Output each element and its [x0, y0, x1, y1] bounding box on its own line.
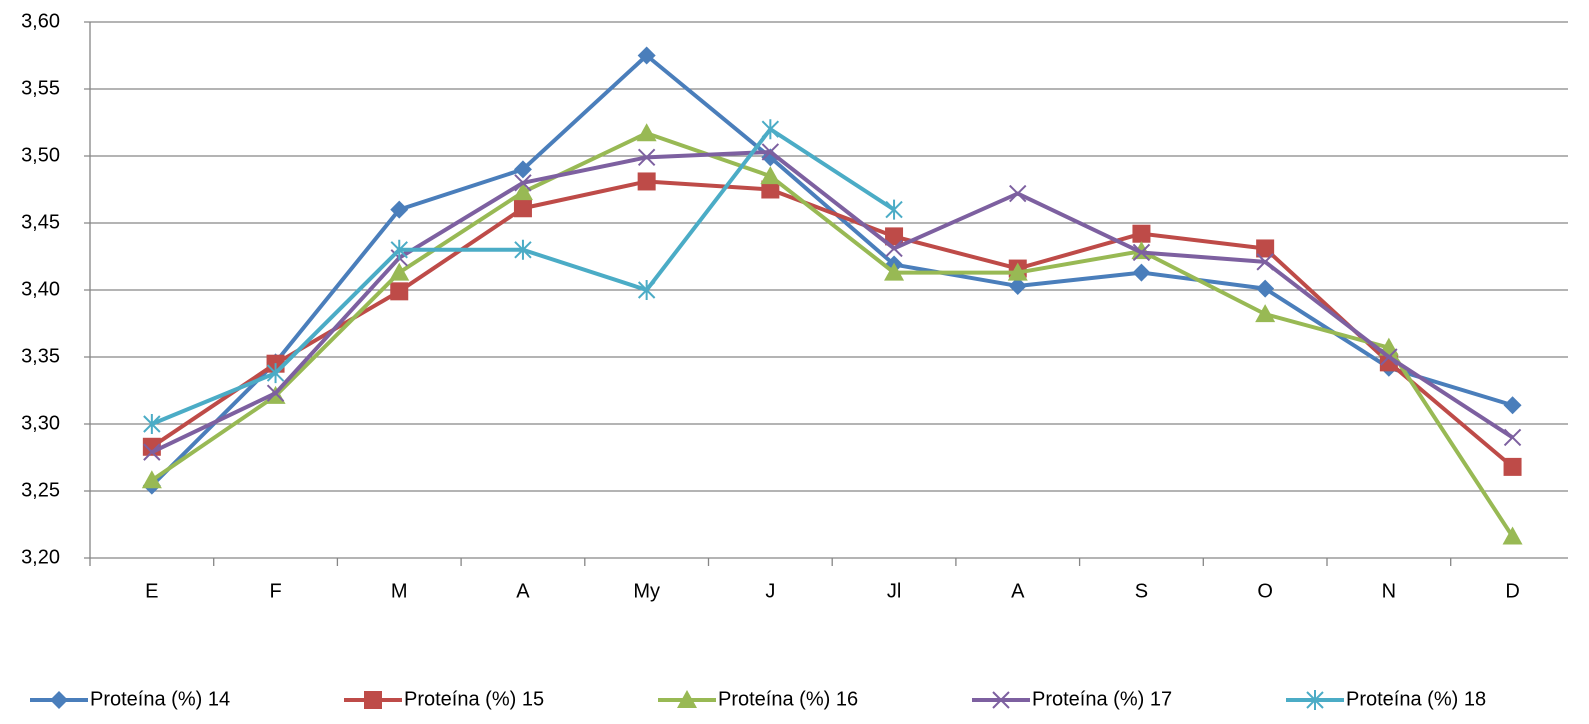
data-point: [266, 363, 285, 384]
legend-marker: [364, 691, 382, 709]
legend-marker: [1306, 690, 1324, 710]
legend-label: Proteína (%) 18: [1346, 688, 1486, 710]
data-point: [885, 199, 903, 220]
data-point: [514, 239, 532, 260]
data-point: [1502, 526, 1523, 545]
data-point: [513, 199, 532, 218]
data-point: [760, 166, 781, 185]
x-tick-label: N: [1382, 580, 1396, 602]
data-point: [512, 182, 533, 201]
data-point: [637, 46, 656, 65]
data-point: [637, 148, 656, 167]
data-point: [143, 414, 161, 434]
data-point: [885, 227, 904, 246]
data-point: [1503, 457, 1522, 476]
data-point: [761, 143, 780, 161]
x-tick-label: M: [391, 580, 408, 602]
data-point: [1007, 262, 1028, 281]
data-point: [1132, 224, 1151, 243]
x-tick-label: A: [1011, 580, 1025, 602]
y-tick-label: 3,45: [21, 211, 60, 233]
data-point: [389, 262, 410, 281]
x-tick-label: S: [1135, 580, 1148, 602]
y-tick-label: 3,35: [21, 345, 60, 367]
data-point: [1380, 348, 1398, 366]
y-tick-label: 3,25: [21, 479, 60, 501]
data-point: [1256, 239, 1275, 258]
data-point: [143, 443, 161, 461]
y-tick-label: 3,30: [21, 412, 60, 434]
data-point: [266, 384, 285, 402]
data-point: [141, 470, 162, 489]
data-point: [1503, 396, 1522, 415]
legend-label: Proteína (%) 16: [718, 688, 858, 710]
y-tick-label: 3,20: [21, 546, 60, 568]
data-point: [1008, 276, 1027, 295]
data-point: [1132, 243, 1151, 262]
data-point: [637, 280, 656, 300]
x-tick-label: My: [633, 580, 660, 602]
y-tick-label: 3,55: [21, 77, 60, 99]
data-point: [885, 239, 903, 258]
y-tick-label: 3,40: [21, 278, 60, 300]
legend-marker: [992, 691, 1010, 709]
x-tick-label: E: [145, 580, 158, 602]
data-point: [390, 282, 409, 301]
data-point: [884, 262, 905, 281]
y-tick-label: 3,60: [21, 10, 60, 32]
x-tick-label: A: [516, 580, 530, 602]
data-point: [514, 174, 532, 192]
data-point: [513, 160, 532, 179]
data-point: [1132, 263, 1151, 282]
x-tick-label: O: [1257, 580, 1273, 602]
data-point: [761, 180, 780, 199]
legend-marker: [50, 691, 68, 709]
data-point: [761, 119, 780, 140]
data-point: [1256, 253, 1274, 271]
data-point: [1256, 279, 1275, 298]
series-line: [150, 131, 1515, 538]
data-point: [637, 172, 656, 191]
series-line: [150, 149, 1514, 454]
x-tick-label: Jl: [887, 580, 901, 602]
x-tick-label: F: [269, 580, 281, 602]
data-point: [636, 123, 657, 142]
data-point: [390, 200, 409, 219]
legend-label: Proteína (%) 14: [90, 688, 230, 710]
legend-label: Proteína (%) 17: [1032, 688, 1172, 710]
y-tick-label: 3,50: [21, 144, 60, 166]
series-line: [150, 53, 1514, 488]
data-point: [1503, 428, 1522, 447]
data-point: [1255, 304, 1276, 323]
data-point: [390, 239, 408, 260]
legend-label: Proteína (%) 15: [404, 688, 544, 710]
series-line: [150, 179, 1514, 469]
legend-marker: [677, 690, 697, 708]
x-tick-label: D: [1505, 580, 1519, 602]
x-tick-label: J: [765, 580, 775, 602]
data-point: [1009, 184, 1027, 203]
